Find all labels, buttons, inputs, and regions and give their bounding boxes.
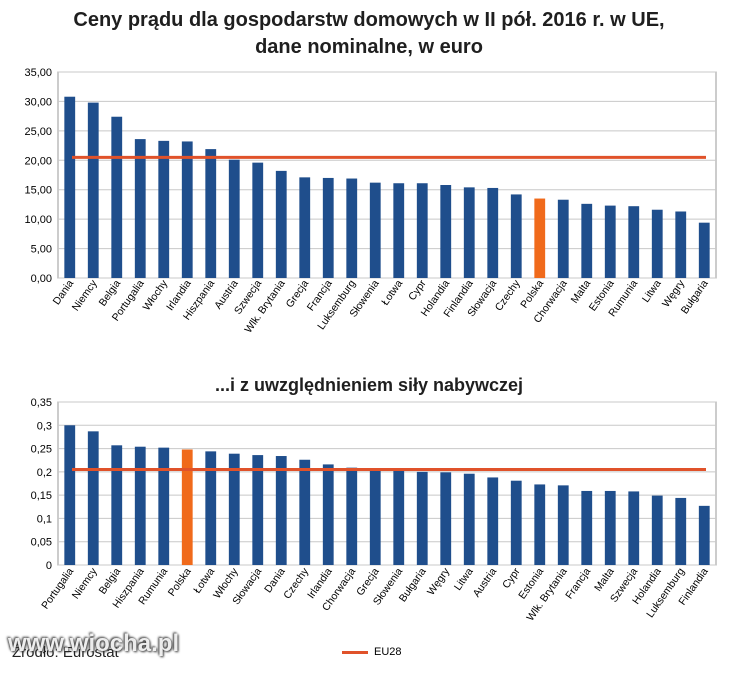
- chart-title-1-line-1: Ceny prądu dla gospodarstw domowych w II…: [73, 9, 664, 31]
- bar-estonia: [604, 205, 616, 278]
- source-note: Źródło: Eurostat: [12, 644, 119, 661]
- bar-czechy: [299, 459, 311, 565]
- y-tick-label: 0,3: [37, 420, 52, 432]
- bar-dania: [275, 456, 287, 565]
- bar-hiszpania: [134, 446, 146, 565]
- bar-włochy: [158, 140, 170, 278]
- x-tick-label: Portugalia: [39, 566, 76, 612]
- bar-niemcy: [87, 102, 99, 278]
- plot-frame-2: [57, 401, 717, 566]
- x-tick-label: Austria: [471, 566, 500, 600]
- bar-szwecja: [628, 491, 640, 565]
- bar-cypr: [510, 480, 522, 565]
- y-tick-label: 0,25: [31, 444, 52, 456]
- bar-wlk-brytania: [275, 170, 287, 278]
- y-tick-label: 0: [46, 560, 52, 572]
- bar-holandia: [440, 185, 452, 278]
- bar-litwa: [463, 473, 475, 565]
- y-tick-label: 0,00: [31, 273, 52, 285]
- x-tick-label: Polska: [166, 566, 194, 599]
- bar-wlk-brytania: [557, 485, 569, 565]
- watermark-text: www.wiocha.pl: [8, 630, 180, 657]
- bar-finlandia: [698, 505, 710, 565]
- bar-luksemburg: [346, 178, 358, 278]
- bar-irlandia: [322, 464, 334, 565]
- x-tick-label: Cypr: [500, 565, 523, 590]
- bar-belgia: [111, 116, 123, 278]
- legend: EU28: [342, 646, 402, 658]
- bar-słowenia: [393, 470, 405, 565]
- y-tick-label: 0,1: [37, 513, 52, 525]
- chart-title-1-line-2: dane nominalne, w euro: [255, 36, 483, 58]
- x-tick-label: Węgry: [425, 565, 453, 597]
- bar-polska: [181, 449, 193, 565]
- bar-słowenia: [369, 182, 381, 278]
- bar-niemcy: [87, 431, 99, 565]
- bar-chorwacja: [346, 467, 358, 565]
- bar-węgry: [440, 472, 452, 565]
- bar-słowacja: [487, 187, 499, 278]
- x-tick-label: Cypr: [406, 277, 429, 302]
- y-tick-label: 35,00: [24, 67, 52, 79]
- bar-cypr: [416, 183, 428, 278]
- y-tick-label: 5,00: [31, 244, 52, 256]
- bar-słowacja: [252, 455, 264, 565]
- bar-grecja: [369, 469, 381, 565]
- bar-łotwa: [205, 451, 217, 565]
- bar-dania: [64, 96, 76, 278]
- x-tick-label: Niemcy: [70, 277, 100, 313]
- bar-grecja: [299, 177, 311, 278]
- bar-holandia: [651, 495, 663, 565]
- bar-włochy: [228, 453, 240, 565]
- bar-szwecja: [252, 162, 264, 278]
- bar-estonia: [534, 484, 546, 565]
- bar-finlandia: [463, 187, 475, 278]
- bar-hiszpania: [205, 149, 217, 278]
- legend-label: EU28: [374, 646, 402, 658]
- bar-bułgaria: [416, 471, 428, 565]
- y-tick-label: 0,35: [31, 397, 52, 409]
- bar-francja: [322, 177, 334, 278]
- bar-bułgaria: [698, 222, 710, 278]
- y-tick-label: 10,00: [24, 214, 52, 226]
- y-tick-label: 25,00: [24, 126, 52, 138]
- bar-portugalia: [64, 425, 76, 565]
- bar-łotwa: [393, 183, 405, 278]
- bar-austria: [228, 159, 240, 278]
- chart-title-2-line-1: ...i z uwzględnieniem siły nabywczej: [215, 375, 523, 395]
- bar-węgry: [675, 211, 687, 278]
- y-tick-label: 0,15: [31, 490, 52, 502]
- bar-polska: [534, 198, 546, 278]
- legend-line-icon: [342, 650, 368, 654]
- bar-malta: [604, 490, 616, 565]
- bar-francja: [581, 490, 593, 565]
- bar-rumunia: [158, 447, 170, 565]
- y-tick-label: 20,00: [24, 155, 52, 167]
- bar-chorwacja: [557, 199, 569, 278]
- plot-frame-1: [57, 71, 717, 279]
- bar-rumunia: [628, 206, 640, 278]
- bar-luksemburg: [675, 497, 687, 565]
- x-tick-label: Francja: [563, 566, 593, 602]
- y-tick-label: 0,2: [37, 467, 52, 479]
- y-tick-label: 30,00: [24, 96, 52, 108]
- bar-portugalia: [134, 139, 146, 278]
- bar-malta: [581, 203, 593, 278]
- bar-irlandia: [181, 141, 193, 278]
- bar-austria: [487, 477, 499, 565]
- x-tick-label: Łotwa: [379, 278, 405, 308]
- bar-litwa: [651, 209, 663, 278]
- bar-czechy: [510, 194, 522, 278]
- y-tick-label: 0,05: [31, 537, 52, 549]
- x-tick-label: Niemcy: [70, 565, 100, 601]
- x-tick-label: Czechy: [493, 277, 523, 313]
- y-tick-label: 15,00: [24, 185, 52, 197]
- bar-belgia: [111, 445, 123, 565]
